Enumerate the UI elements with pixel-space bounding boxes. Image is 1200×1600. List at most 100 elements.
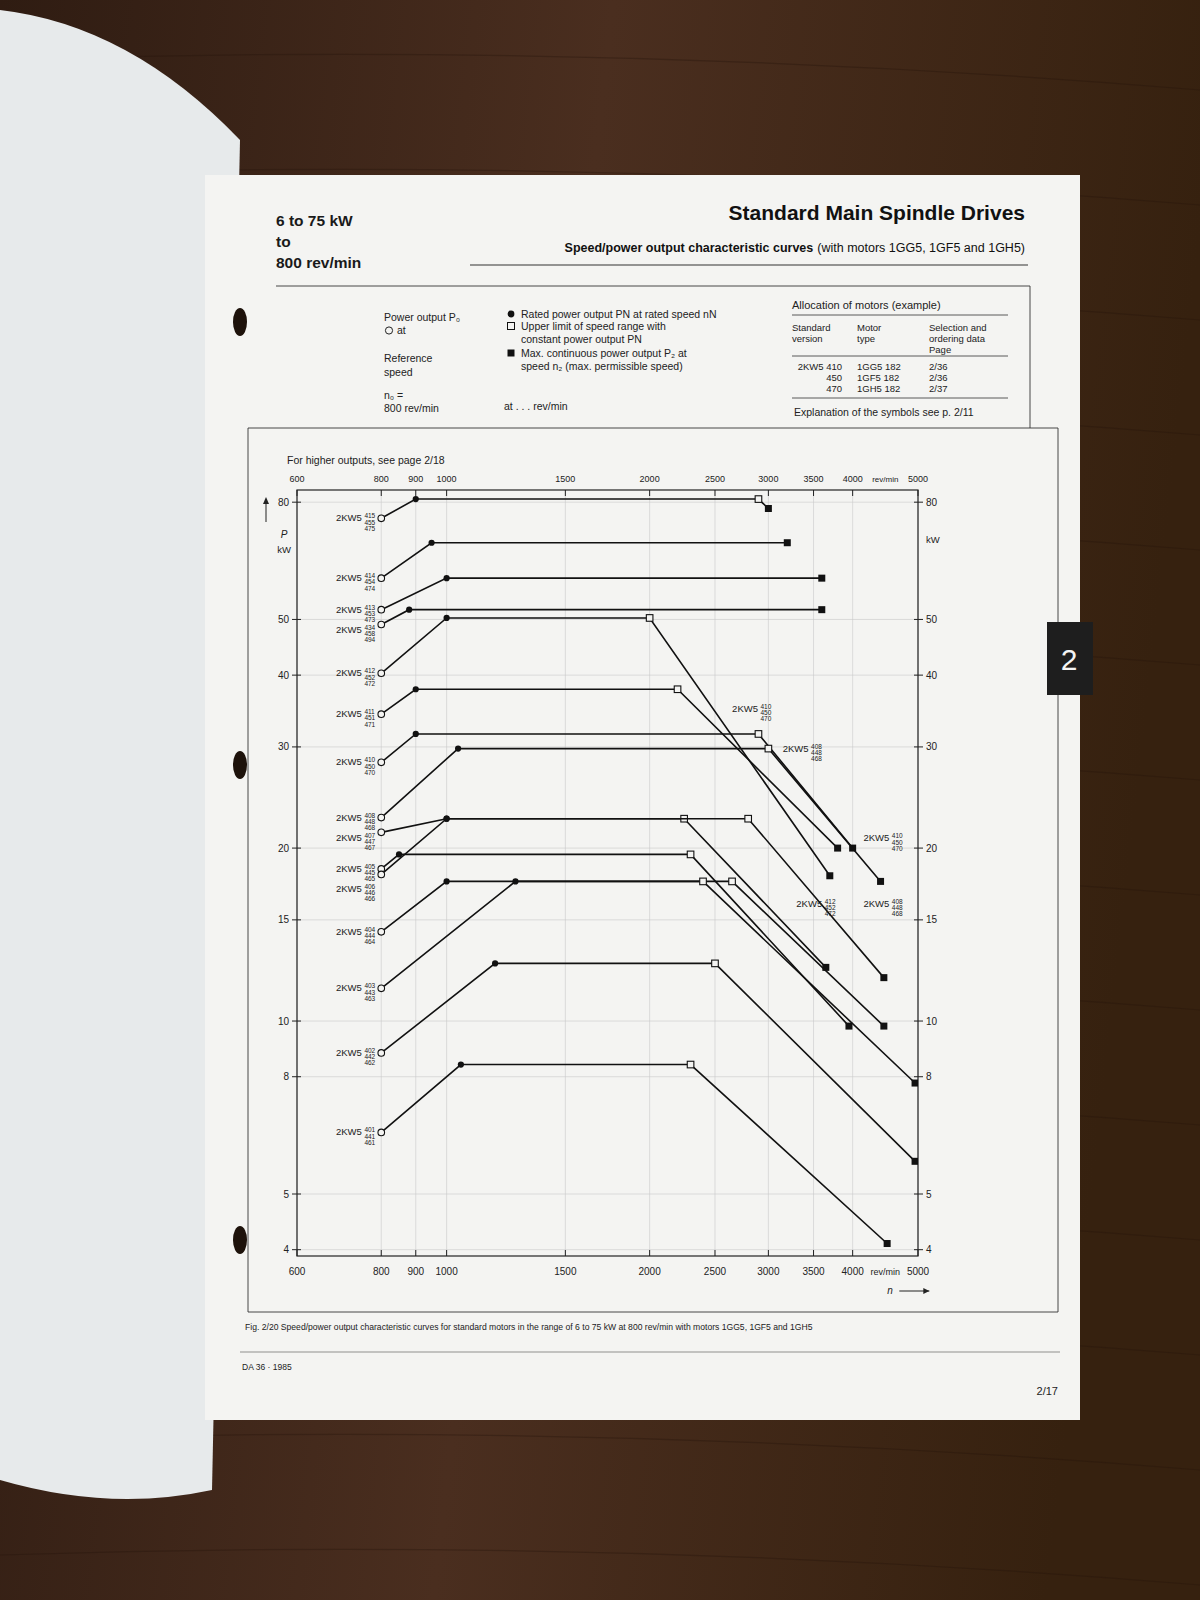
grid-line (297, 1076, 918, 1077)
legend-text: Rated power output PN at rated speed nN (521, 308, 717, 320)
y-tick (914, 848, 923, 849)
x-tick-label: 1500 (555, 474, 575, 484)
y-tick (292, 1249, 301, 1250)
y-axis-label: kW (926, 534, 940, 545)
table-cell: 2/36 (929, 361, 948, 372)
x-axis-label: rev/min (871, 1267, 901, 1277)
binder-hole (233, 1226, 247, 1254)
annotation: 2KW5408448468 (783, 743, 823, 762)
y-tick-label: 20 (278, 843, 290, 854)
label-head: 2KW5 (336, 812, 362, 823)
legend-text: at . . . rev/min (504, 400, 568, 412)
series-label: 2KW5405445465 (336, 863, 376, 882)
max-point (912, 1158, 918, 1165)
section-tab (1047, 622, 1093, 695)
y-tick (292, 502, 301, 503)
header-left: 6 to 75 kW (276, 212, 353, 229)
max-point (877, 878, 884, 885)
label-stack: 464 (364, 938, 375, 945)
label-head: 2KW5 (336, 756, 362, 767)
header-title: Standard Main Spindle Drives (729, 201, 1025, 224)
binder-hole (233, 308, 247, 336)
label-stack: 462 (364, 1059, 375, 1066)
x-tick-label: 2000 (640, 474, 660, 484)
upper-limit-point (687, 1061, 694, 1068)
legend-symbol (508, 350, 515, 357)
axis-arrow-head (923, 1288, 929, 1294)
y-tick (292, 675, 301, 676)
wood-grain (0, 1549, 1200, 1585)
grid-line (714, 490, 715, 1256)
rated-point (444, 816, 450, 822)
table-header: version (792, 333, 823, 344)
annotation: 2KW5412452472 (796, 898, 836, 917)
series-label: 2KW5402442462 (336, 1047, 376, 1066)
annotation: 2KW5408448468 (863, 898, 903, 917)
series-label: 2KW5401441461 (336, 1126, 376, 1145)
reference-point (378, 606, 385, 613)
x-tick (297, 490, 298, 496)
rated-point (455, 745, 461, 751)
x-tick (768, 1250, 769, 1256)
max-point (880, 1023, 887, 1030)
max-point (884, 1240, 891, 1247)
left-page (0, 10, 240, 1499)
x-tick (714, 490, 715, 496)
x-axis-symbol: n (887, 1285, 893, 1296)
table-cell: 450 (826, 372, 842, 383)
header-subtitle: Speed/power output characteristic curves (565, 241, 814, 255)
legend-text: constant power output PN (521, 333, 642, 345)
x-tick-label: 4000 (843, 474, 863, 484)
grid-line (565, 490, 566, 1256)
rated-point (444, 575, 450, 581)
label-head: 2KW5 (796, 898, 822, 909)
reference-point (378, 670, 385, 677)
label-head: 2KW5 (336, 982, 362, 993)
y-tick-label: 40 (926, 670, 938, 681)
label-stack: 470 (760, 715, 771, 722)
max-point (834, 845, 841, 852)
upper-limit-point (646, 615, 653, 622)
reference-point (378, 621, 385, 628)
label-stack: 472 (364, 680, 375, 687)
label-head: 2KW5 (863, 832, 889, 843)
annotation: 2KW5410450470 (863, 832, 903, 851)
x-tick-label: 2000 (639, 1266, 662, 1277)
panel-rule (248, 428, 249, 1312)
upper-limit-point (729, 878, 736, 885)
series-line (381, 881, 915, 1083)
legend-text: speed n₂ (max. permissible speed) (521, 360, 683, 372)
table-background (0, 0, 1200, 1600)
rated-point (492, 960, 498, 966)
y-tick-label: 10 (278, 1016, 290, 1027)
series-line (381, 734, 852, 848)
y-tick-label: 80 (926, 497, 938, 508)
table-note: Explanation of the symbols see p. 2/11 (794, 406, 974, 418)
legend-text: 800 rev/min (384, 402, 439, 414)
table-header: type (857, 333, 875, 344)
annotation: 2KW5410450470 (732, 703, 772, 722)
x-tick (415, 490, 416, 496)
series-line (381, 854, 849, 1026)
series-label: 2KW5408448468 (336, 812, 376, 831)
label-head: 2KW5 (863, 898, 889, 909)
upper-limit-point (755, 496, 762, 503)
y-tick (292, 919, 301, 920)
table-cell: 2/36 (929, 372, 948, 383)
x-tick-label: 800 (373, 1266, 390, 1277)
right-page (205, 175, 1080, 1420)
reference-point (378, 928, 385, 935)
rated-point (458, 1061, 464, 1067)
max-point (784, 539, 791, 546)
label-head: 2KW5 (336, 572, 362, 583)
x-tick (649, 1250, 650, 1256)
x-tick-label: 900 (408, 474, 423, 484)
section-tab-label: 2 (1061, 643, 1078, 676)
legend-text: Reference (384, 352, 433, 364)
rated-point (444, 816, 450, 822)
grid-line (415, 490, 416, 1256)
table-cell: 2KW5 410 (798, 361, 842, 372)
table-rule (792, 398, 1008, 399)
label-stack: 468 (811, 755, 822, 762)
x-tick (918, 1250, 919, 1256)
